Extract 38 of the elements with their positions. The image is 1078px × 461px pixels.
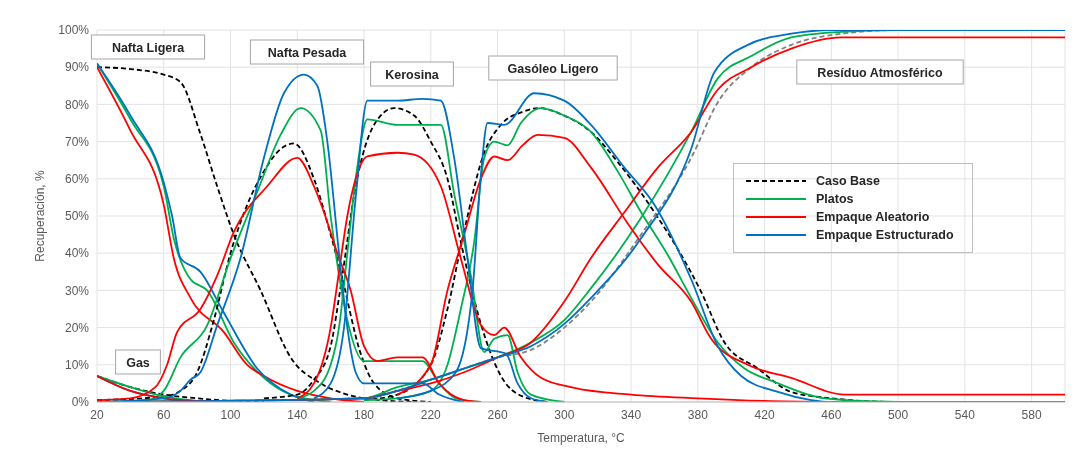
- x-tick-label: 100: [220, 407, 241, 422]
- x-tick-label: 500: [888, 407, 909, 422]
- legend-label: Caso Base: [816, 174, 880, 188]
- y-tick-label: 90%: [64, 60, 90, 75]
- y-tick-label: 0%: [71, 395, 90, 410]
- annotation: Resíduo Atmosférico: [817, 65, 943, 80]
- x-tick-label: 260: [487, 407, 508, 422]
- y-tick-label: 10%: [64, 358, 90, 373]
- x-tick-label: 60: [157, 407, 171, 422]
- y-tick-label: 80%: [64, 97, 90, 112]
- legend-label: Empaque Aleatorio: [816, 210, 930, 224]
- x-tick-label: 540: [954, 407, 976, 422]
- y-tick-label: 100%: [58, 23, 90, 38]
- x-tick-label: 340: [621, 407, 642, 422]
- x-tick-label: 220: [420, 407, 442, 422]
- x-tick-label: 420: [754, 407, 775, 422]
- y-tick-label: 20%: [64, 320, 90, 335]
- y-tick-label: 40%: [64, 246, 90, 261]
- annotation: Kerosina: [385, 67, 440, 82]
- annotation: Nafta Ligera: [111, 40, 186, 55]
- x-axis-title: Temperatura, °C: [537, 431, 626, 445]
- y-tick-label: 70%: [64, 134, 90, 149]
- x-tick-label: 380: [687, 407, 709, 422]
- annotation: Gas: [126, 355, 150, 370]
- x-tick-label: 180: [354, 407, 375, 422]
- annotation: Nafta Pesada: [267, 45, 348, 60]
- y-tick-label: 60%: [64, 172, 90, 187]
- y-tick-label: 30%: [64, 283, 90, 298]
- y-axis-title: Recuperación, %: [33, 169, 48, 262]
- legend-label: Empaque Estructurado: [816, 228, 954, 242]
- annotation: Gasóleo Ligero: [507, 61, 599, 76]
- x-tick-label: 580: [1021, 407, 1042, 422]
- x-tick-label: 140: [287, 407, 308, 422]
- x-tick-label: 300: [554, 407, 575, 422]
- legend-label: Platos: [816, 192, 854, 206]
- x-tick-label: 460: [821, 407, 842, 422]
- y-tick-label: 50%: [64, 209, 90, 224]
- x-tick-label: 20: [90, 407, 104, 422]
